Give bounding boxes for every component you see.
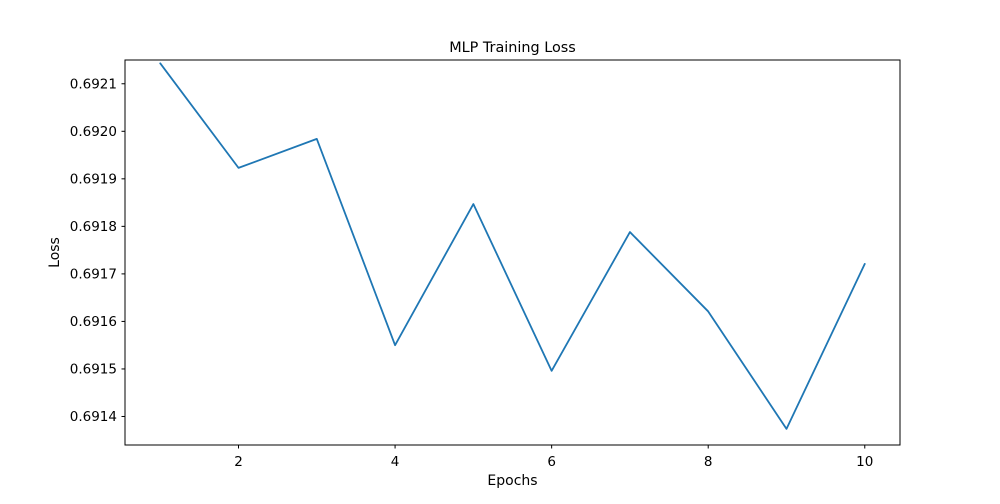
x-axis-tick-label: 4 (391, 454, 400, 470)
y-axis-tick-label: 0.6919 (70, 171, 117, 187)
plot-frame (124, 59, 901, 446)
y-axis-tick-label: 0.6916 (70, 314, 117, 330)
y-axis-label: Loss (47, 237, 63, 268)
y-axis-tick-label: 0.6917 (70, 266, 117, 282)
x-axis-ticks: 2 4 6 8 10 (234, 445, 873, 470)
y-axis-tick-label: 0.6918 (70, 219, 117, 235)
x-axis-tick-label: 6 (547, 454, 556, 470)
series-line (159, 62, 866, 430)
y-axis-tick-label: 0.6914 (70, 409, 117, 425)
y-axis-tick-label: 0.6915 (70, 361, 117, 377)
x-axis-label: Epochs (487, 473, 537, 489)
x-axis-tick-label: 2 (234, 454, 243, 470)
x-axis-tick-label: 10 (856, 454, 873, 470)
series-layer (159, 62, 866, 430)
y-axis-ticks: 0.6914 0.6915 0.6916 0.6917 0.6918 0.6919 0.69… (70, 76, 125, 425)
y-axis-tick-label: 0.6921 (70, 76, 117, 92)
y-axis-tick-label: 0.6920 (70, 124, 117, 140)
chart-title: MLP Training Loss (449, 40, 576, 56)
x-axis-tick-label: 8 (704, 454, 713, 470)
